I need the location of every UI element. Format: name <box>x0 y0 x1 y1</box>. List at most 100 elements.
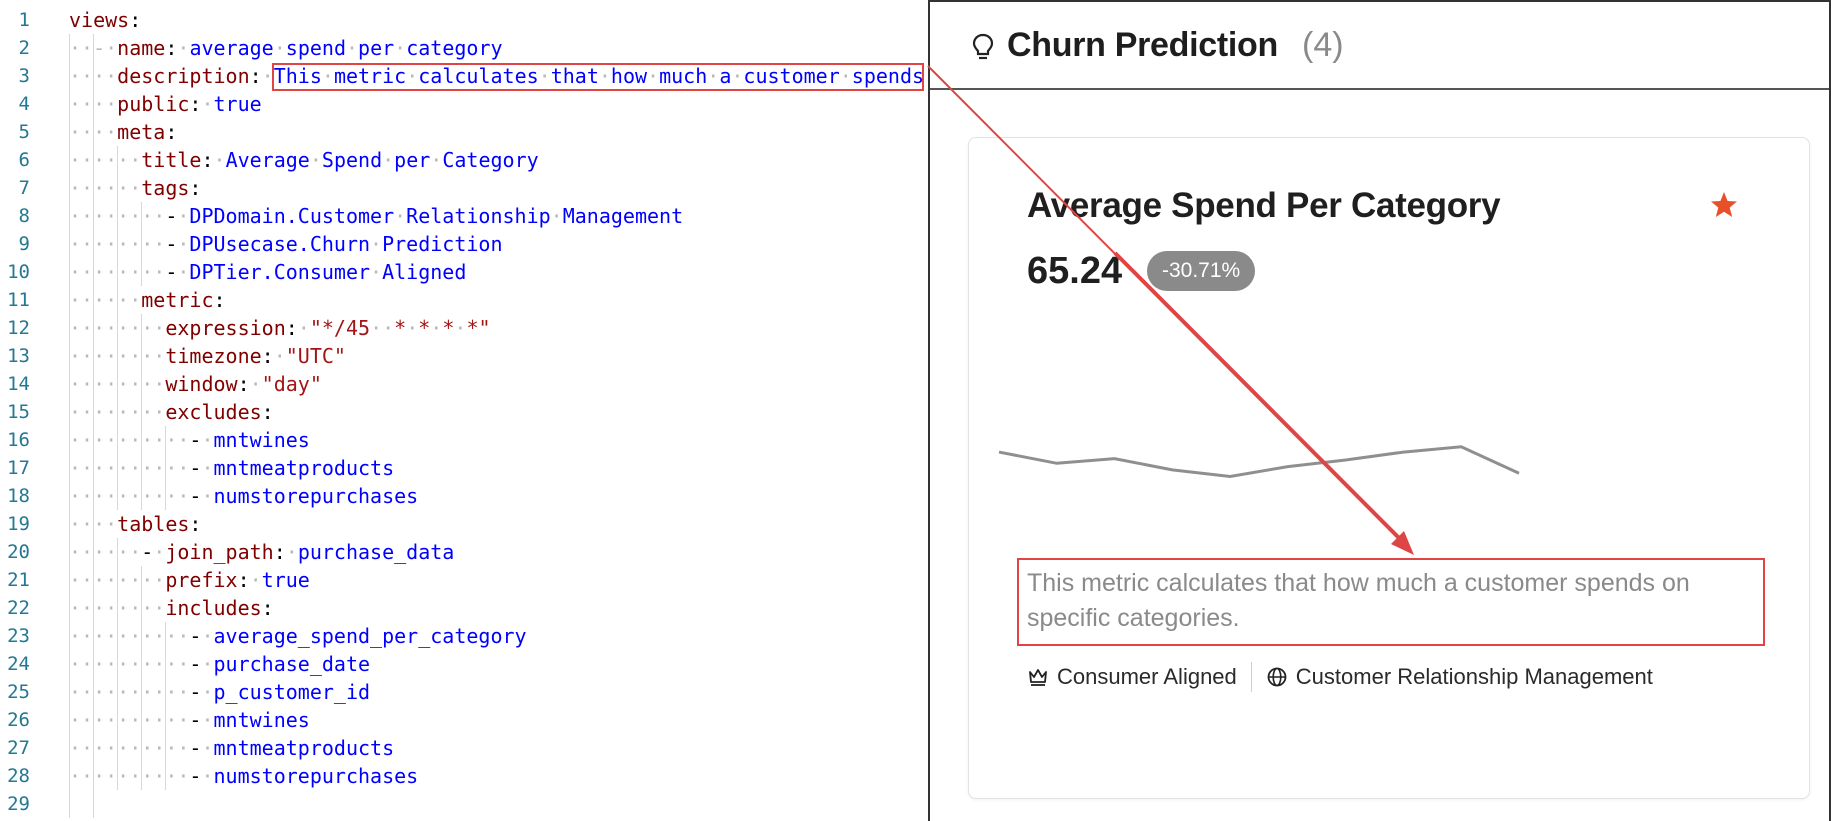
code-line: 25 ··········-·p_customer_id <box>0 678 928 706</box>
code-line: 26 ··········-·mntwines <box>0 706 928 734</box>
code-line: 3 ····description:·This·metric·calculates… <box>0 62 928 90</box>
code-line: 9 ········-·DPUsecase.Churn·Prediction <box>0 230 928 258</box>
line-number: 7 <box>18 177 30 199</box>
code-text: ··-·name:·average·spend·per·category <box>69 36 503 60</box>
code-text: ··········-·p_customer_id <box>69 680 371 704</box>
line-number: 5 <box>18 121 30 143</box>
line-number: 24 <box>7 653 30 675</box>
code-text: ········timezone:·"UTC" <box>69 344 346 368</box>
line-number: 26 <box>7 709 30 731</box>
line-number: 28 <box>7 765 30 787</box>
line-number: 22 <box>7 597 30 619</box>
line-number: 14 <box>7 373 30 395</box>
line-number: 13 <box>7 345 30 367</box>
code-text: ······title:·Average·Spend·per·Category <box>69 148 539 172</box>
change-badge: -30.71% <box>1147 251 1256 291</box>
line-number: 18 <box>7 485 30 507</box>
code-text: ··········-·mntwines <box>69 428 310 452</box>
code-line: 28 ··········-·numstorepurchases <box>0 762 928 790</box>
code-line: 21 ········prefix:·true <box>0 566 928 594</box>
code-text: ··········-·average_spend_per_category <box>69 624 527 648</box>
code-text: ··········-·purchase_date <box>69 652 371 676</box>
code-line: 5 ····meta: <box>0 118 928 146</box>
yaml-code-editor[interactable]: 1 views: 2 ··-·name:·average·spend·per·cate… <box>0 0 928 821</box>
code-line: 19 ····tables: <box>0 510 928 538</box>
tag-domain[interactable]: Customer Relationship Management <box>1266 664 1653 690</box>
code-line: 23 ··········-·average_spend_per_category <box>0 622 928 650</box>
tag-tier[interactable]: Consumer Aligned <box>1027 664 1237 690</box>
code-text: ····public:·true <box>69 92 262 116</box>
code-line: 13 ········timezone:·"UTC" <box>0 342 928 370</box>
line-number: 16 <box>7 429 30 451</box>
code-line: 12 ········expression:·"*/45··*·*·*·*" <box>0 314 928 342</box>
code-text: ····tables: <box>69 512 202 536</box>
code-line: 29 <box>0 790 928 818</box>
line-number: 12 <box>7 317 30 339</box>
code-line: 4 ····public:·true <box>0 90 928 118</box>
tag-tier-label: Consumer Aligned <box>1057 664 1237 689</box>
metric-tags: Consumer Aligned Customer Relationship M… <box>1027 662 1653 692</box>
star-icon[interactable] <box>1709 190 1739 220</box>
indent-guide <box>93 34 95 818</box>
code-text: ········-·DPDomain.Customer·Relationship… <box>69 204 684 228</box>
metric-card[interactable]: Average Spend Per Category 65.24 -30.71%… <box>968 137 1810 799</box>
line-number: 20 <box>7 541 30 563</box>
code-text: ········includes: <box>69 596 274 620</box>
metric-title[interactable]: Average Spend Per Category <box>1027 186 1501 225</box>
code-line: 7 ······tags: <box>0 174 928 202</box>
line-number: 8 <box>18 205 30 227</box>
code-line: 6 ······title:·Average·Spend·per·Category <box>0 146 928 174</box>
code-line: 27 ··········-·mntmeatproducts <box>0 734 928 762</box>
code-text: ······metric: <box>69 288 226 312</box>
code-line: 11 ······metric: <box>0 286 928 314</box>
line-number: 21 <box>7 569 30 591</box>
tag-divider <box>1250 662 1252 692</box>
code-line: 8 ········-·DPDomain.Customer·Relationshi… <box>0 202 928 230</box>
code-line: 24 ··········-·purchase_date <box>0 650 928 678</box>
code-text: ····meta: <box>69 120 178 144</box>
code-text: ········-·DPTier.Consumer·Aligned <box>69 260 467 284</box>
code-text: ··········-·mntmeatproducts <box>69 736 395 760</box>
globe-icon <box>1267 667 1287 687</box>
line-number: 2 <box>18 37 30 59</box>
code-line: 18 ··········-·numstorepurchases <box>0 482 928 510</box>
lightbulb-icon <box>972 33 994 60</box>
indent-guide <box>141 566 143 790</box>
indent-guide <box>117 538 119 790</box>
line-number: 23 <box>7 625 30 647</box>
code-line: 15 ········excludes: <box>0 398 928 426</box>
line-number: 3 <box>18 65 30 87</box>
line-number: 10 <box>7 261 30 283</box>
line-number: 25 <box>7 681 30 703</box>
metrics-panel: Churn Prediction (4) Average Spend Per C… <box>928 0 1831 821</box>
code-line: 10 ········-·DPTier.Consumer·Aligned <box>0 258 928 286</box>
description-highlight-box <box>1017 558 1765 646</box>
code-text: ········window:·"day" <box>69 372 322 396</box>
line-number: 27 <box>7 737 30 759</box>
line-number: 11 <box>7 289 30 311</box>
code-text: ······-·join_path:·purchase_data <box>69 540 455 564</box>
indent-guide <box>165 622 167 790</box>
code-text: ········-·DPUsecase.Churn·Prediction <box>69 232 503 256</box>
indent-guide <box>117 146 119 510</box>
code-text: ······tags: <box>69 176 202 200</box>
line-number: 6 <box>18 149 30 171</box>
line-number: 9 <box>18 233 30 255</box>
code-line: 22 ········includes: <box>0 594 928 622</box>
indent-guide <box>69 34 70 818</box>
metric-description: This metric calculates that how much a c… <box>1027 569 1690 632</box>
code-line: 16 ··········-·mntwines <box>0 426 928 454</box>
code-line: 2 ··-·name:·average·spend·per·category <box>0 34 928 62</box>
code-line: 17 ··········-·mntmeatproducts <box>0 454 928 482</box>
line-number: 19 <box>7 513 30 535</box>
line-number: 1 <box>18 9 30 31</box>
line-number: 4 <box>18 93 30 115</box>
code-text: ··········-·mntwines <box>69 708 310 732</box>
code-line: 1 views: <box>0 6 928 34</box>
crown-icon <box>1029 669 1047 686</box>
line-number: 15 <box>7 401 30 423</box>
metric-value: 65.24 <box>1027 250 1123 292</box>
panel-count: (4) <box>1302 26 1344 64</box>
line-number: 17 <box>7 457 30 479</box>
line-number: 29 <box>7 793 30 815</box>
